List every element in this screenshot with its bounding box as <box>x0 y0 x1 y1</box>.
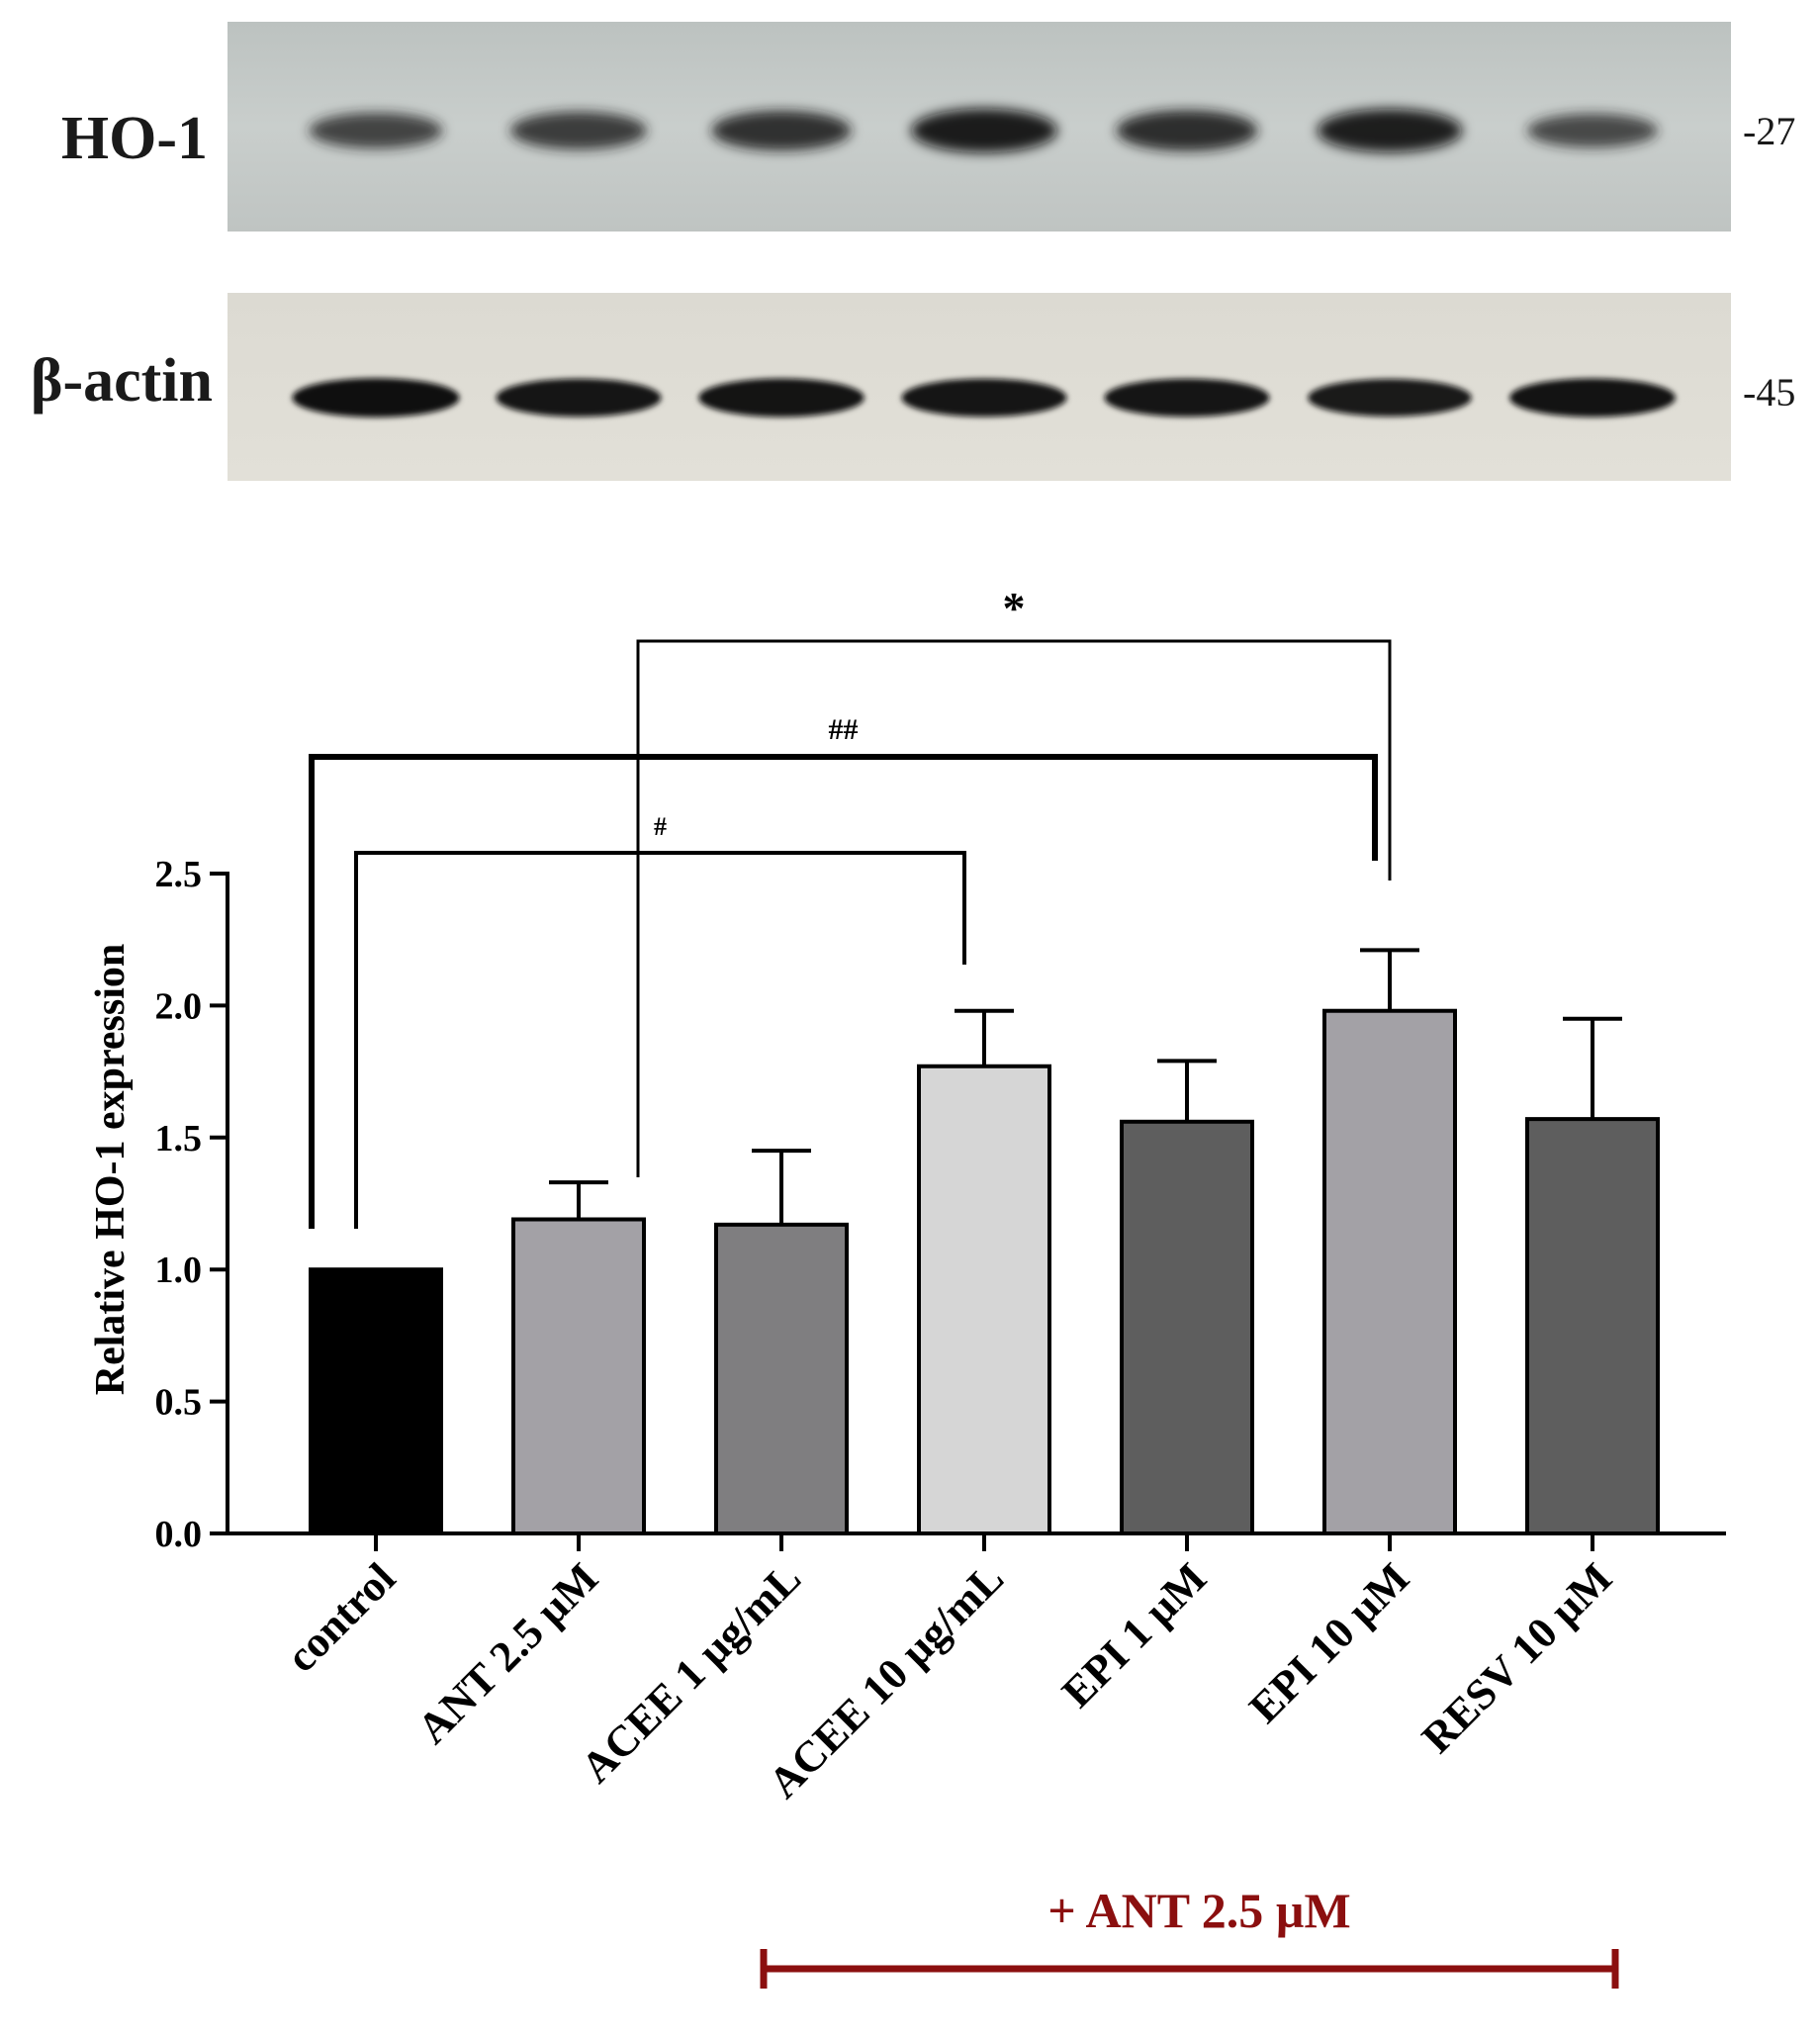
actin-band <box>496 378 662 417</box>
y-tick-label: 1.0 <box>155 1250 203 1291</box>
bar <box>917 1064 1051 1536</box>
x-axis <box>226 1531 1726 1551</box>
treatment-bracket: + ANT 2.5 µM <box>760 1883 1619 1989</box>
actin-band <box>1308 379 1472 417</box>
bar <box>1120 1119 1254 1535</box>
bar <box>1525 1117 1660 1536</box>
bar <box>714 1222 849 1535</box>
blot-ho1: HO-1 -27 <box>61 22 1795 232</box>
actin-band <box>1509 378 1676 417</box>
ho1-band <box>309 112 443 149</box>
significance-brackets: ###* <box>309 583 1392 1229</box>
significance-bracket <box>636 639 1392 1177</box>
y-tick-label: 0.0 <box>155 1514 203 1555</box>
significance-symbol: # <box>654 812 667 841</box>
significance-bracket <box>354 851 966 1229</box>
category-label: ANT 2.5 µM <box>409 1553 608 1753</box>
ho1-band <box>1317 109 1463 152</box>
category-label: EPI 1 µM <box>1052 1553 1216 1716</box>
category-label: ACEE 1 µg/mL <box>572 1553 810 1792</box>
actin-band <box>292 378 460 417</box>
significance-symbol: ## <box>829 713 859 746</box>
category-label: RESV 10 µM <box>1412 1553 1621 1762</box>
blot-actin-bands <box>292 378 1676 417</box>
bar <box>1322 1008 1457 1535</box>
y-axis: 0.0 0.5 1.0 1.5 2.0 2.5 <box>155 854 229 1555</box>
significance-symbol: * <box>1003 583 1026 633</box>
blot-ho1-label: HO-1 <box>61 105 208 172</box>
y-tick-label: 0.5 <box>155 1382 203 1424</box>
significance-bracket <box>309 754 1378 1229</box>
category-label: EPI 10 µM <box>1240 1553 1418 1731</box>
blot-actin-mw: -45 <box>1743 370 1795 415</box>
blot-ho1-bands <box>309 108 1658 153</box>
ho1-band <box>1116 110 1258 151</box>
category-label: control <box>277 1553 405 1681</box>
bar <box>309 1267 443 1535</box>
blot-actin-label: β-actin <box>31 347 213 415</box>
y-tick-label: 2.0 <box>155 985 203 1027</box>
ho1-band <box>911 108 1057 153</box>
ho1-band <box>510 111 647 150</box>
bars <box>309 1008 1660 1536</box>
ho1-band <box>711 110 852 151</box>
treatment-label: + ANT 2.5 µM <box>1047 1883 1350 1938</box>
bar-chart: 0.00.51.01.52.02.5 ###* control ANT 2.5 µ… <box>88 583 1726 1989</box>
actin-band <box>1104 378 1270 417</box>
actin-band <box>698 378 864 417</box>
blot-actin: β-actin -45 <box>31 293 1795 481</box>
blot-ho1-mw: -27 <box>1743 109 1795 153</box>
ho1-band <box>1527 113 1658 148</box>
y-axis-title: Relative HO-1 expression <box>88 944 134 1396</box>
error-bars <box>549 948 1622 1225</box>
y-tick-label: 1.5 <box>155 1118 203 1159</box>
y-tick-label: 2.5 <box>155 854 203 895</box>
bar <box>511 1217 646 1536</box>
actin-band <box>901 378 1067 417</box>
